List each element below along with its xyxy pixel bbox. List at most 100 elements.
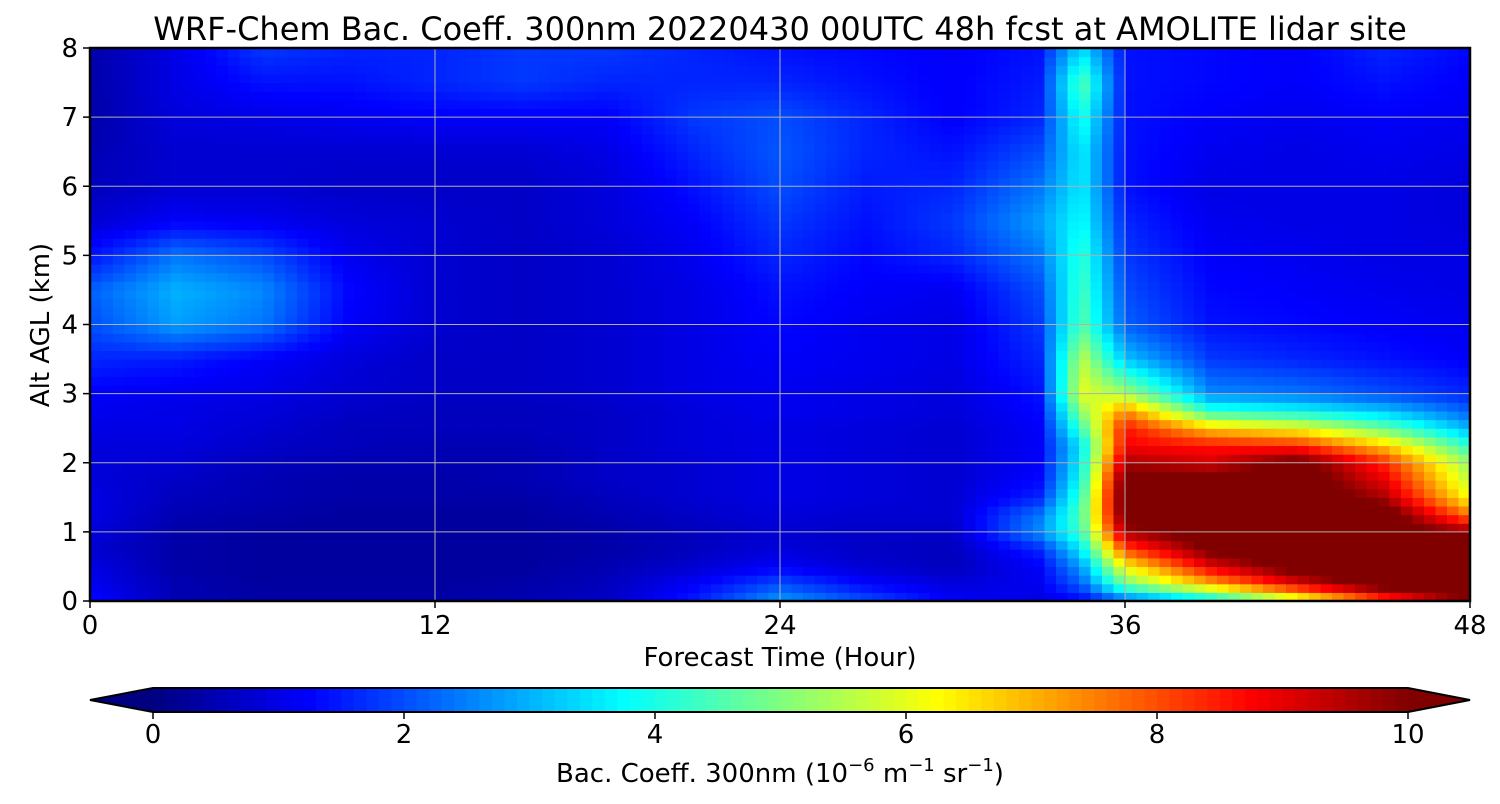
heatmap-cell — [124, 264, 137, 274]
heatmap-cell — [366, 505, 379, 516]
heatmap-cell — [1125, 281, 1138, 291]
heatmap-cell — [182, 488, 195, 498]
heatmap-cell — [492, 540, 505, 550]
heatmap-cell — [826, 376, 839, 386]
heatmap-cell — [400, 428, 413, 438]
heatmap-cell — [1378, 583, 1391, 593]
heatmap-cell — [492, 549, 505, 559]
heatmap-cell — [412, 557, 425, 568]
heatmap-cell — [561, 505, 574, 516]
heatmap-cell — [124, 436, 137, 447]
heatmap-cell — [883, 272, 896, 282]
heatmap-cell — [193, 333, 206, 343]
heatmap-cell — [481, 264, 494, 274]
heatmap-cell — [941, 341, 954, 352]
heatmap-cell — [170, 341, 183, 352]
heatmap-cell — [1240, 384, 1253, 395]
heatmap-cell — [699, 307, 712, 317]
heatmap-cell — [1366, 514, 1379, 524]
heatmap-cell — [1274, 549, 1287, 559]
heatmap-cell — [377, 480, 390, 490]
heatmap-cell — [400, 445, 413, 455]
heatmap-cell — [883, 575, 896, 585]
heatmap-cell — [412, 471, 425, 481]
heatmap-cell — [803, 445, 816, 455]
heatmap-cell — [837, 566, 850, 576]
heatmap-cell — [274, 471, 287, 481]
heatmap-cell — [262, 497, 275, 507]
heatmap-cell — [1297, 333, 1310, 343]
heatmap-cell — [1320, 540, 1333, 550]
heatmap-cell — [366, 480, 379, 490]
heatmap-cell — [941, 255, 954, 265]
heatmap-cell — [1378, 376, 1391, 386]
heatmap-cell — [734, 238, 747, 248]
heatmap-cell — [918, 505, 931, 516]
heatmap-cell — [262, 298, 275, 308]
heatmap-cell — [837, 281, 850, 291]
heatmap-cell — [688, 393, 701, 403]
heatmap-cell — [929, 428, 942, 438]
heatmap-cell — [90, 393, 103, 403]
heatmap-cell — [1159, 367, 1172, 377]
heatmap-cell — [1148, 575, 1161, 585]
heatmap-cell — [297, 298, 310, 308]
heatmap-cell — [239, 462, 252, 472]
heatmap-cell — [515, 333, 528, 343]
heatmap-cell — [688, 531, 701, 542]
heatmap-cell — [872, 471, 885, 481]
heatmap-cell — [1217, 540, 1230, 550]
heatmap-cell — [205, 505, 218, 516]
heatmap-cell — [159, 298, 172, 308]
heatmap-cell — [1320, 393, 1333, 403]
heatmap-cell — [1458, 480, 1471, 490]
heatmap-cell — [1366, 488, 1379, 498]
heatmap-cell — [1067, 410, 1080, 421]
heatmap-cell — [964, 454, 977, 464]
heatmap-cell — [676, 410, 689, 421]
heatmap-cell — [826, 272, 839, 282]
heatmap-cell — [1159, 281, 1172, 291]
heatmap-cell — [527, 402, 540, 412]
heatmap-cell — [1033, 359, 1046, 369]
heatmap-cell — [1389, 324, 1402, 334]
heatmap-cell — [1343, 289, 1356, 300]
heatmap-cell — [1194, 454, 1207, 464]
heatmap-cell — [343, 583, 356, 593]
heatmap-cell — [90, 454, 103, 464]
heatmap-cell — [1263, 402, 1276, 412]
heatmap-cell — [1355, 462, 1368, 472]
heatmap-cell — [1458, 419, 1471, 429]
heatmap-cell — [1136, 514, 1149, 524]
heatmap-cell — [147, 246, 160, 256]
heatmap-cell — [1355, 488, 1368, 498]
heatmap-cell — [170, 307, 183, 317]
heatmap-cell — [274, 462, 287, 472]
heatmap-cell — [147, 376, 160, 386]
heatmap-cell — [538, 488, 551, 498]
heatmap-cell — [285, 557, 298, 568]
heatmap-cell — [492, 376, 505, 386]
heatmap-cell — [1113, 557, 1126, 568]
heatmap-cell — [1401, 592, 1414, 602]
heatmap-cell — [1458, 298, 1471, 308]
heatmap-cell — [1194, 315, 1207, 326]
heatmap-cell — [1205, 341, 1218, 352]
heatmap-cell — [239, 428, 252, 438]
heatmap-cell — [469, 246, 482, 256]
heatmap-cell — [791, 289, 804, 300]
heatmap-cell — [1102, 514, 1115, 524]
heatmap-cell — [780, 592, 793, 602]
heatmap-cell — [90, 557, 103, 568]
heatmap-cell — [435, 540, 448, 550]
heatmap-cell — [1056, 454, 1069, 464]
heatmap-cell — [308, 324, 321, 334]
heatmap-cell — [1067, 376, 1080, 386]
heatmap-cell — [826, 445, 839, 455]
heatmap-cell — [849, 367, 862, 377]
heatmap-cell — [929, 341, 942, 352]
heatmap-cell — [366, 350, 379, 360]
heatmap-cell — [918, 315, 931, 326]
heatmap-cell — [239, 497, 252, 507]
heatmap-cell — [1033, 384, 1046, 395]
